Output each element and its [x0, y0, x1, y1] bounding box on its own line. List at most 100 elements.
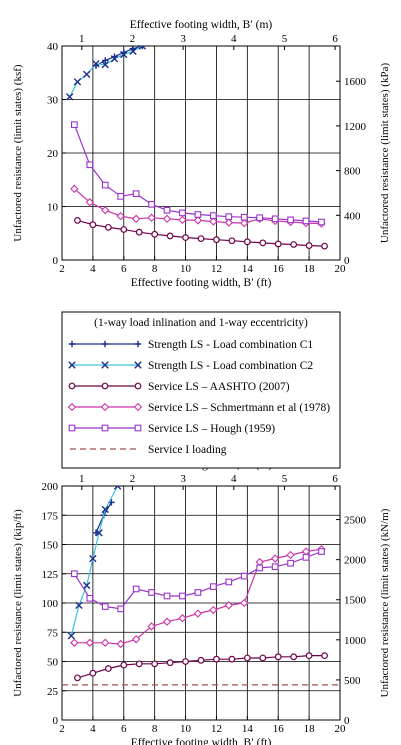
- chart2-series-4-point: [270, 554, 280, 563]
- chart2-tick-label-y-left: 25: [47, 686, 59, 698]
- chart2-series-5-point: [271, 563, 279, 571]
- legend-item-1-marker: [134, 340, 142, 348]
- chart1-tick-label-x-bottom: 4: [90, 263, 96, 275]
- chart2-series-3-point: [243, 654, 251, 662]
- legend-item-2-marker: [134, 361, 142, 369]
- chart2-series-5-point: [287, 559, 294, 567]
- chart2-series-3-point: [151, 660, 159, 668]
- chart1-series-3-point: [305, 242, 313, 249]
- chart2-series-4-point: [131, 635, 141, 644]
- chart2-y-right-label: Unfactored resistance (limit states) (kN…: [379, 508, 391, 697]
- chart1-series-4-point: [85, 198, 94, 207]
- chart2-tick-label-x-top: 5: [282, 473, 288, 485]
- chart2-series-4-point: [240, 598, 249, 608]
- chart1-x-bottom-label: Effective footing width, B′ (ft): [131, 277, 272, 289]
- chart1-tick-label-y-right: 800: [344, 166, 361, 178]
- chart2-tick-label-x-bottom: 14: [242, 723, 254, 735]
- chart2-series-3-point: [182, 658, 189, 665]
- chart1-series-5-point: [271, 215, 279, 223]
- chart1-series-3-point: [197, 235, 205, 243]
- chart1-tick-label-x-bottom: 8: [152, 263, 158, 275]
- chart2-tick-label-x-top: 3: [180, 473, 186, 485]
- chart1-tick-label-x-bottom: 10: [180, 263, 192, 275]
- chart2-series-3-point: [274, 653, 282, 661]
- legend-item-2-label: Strength LS - Load combination C2: [148, 360, 313, 372]
- chart2-tick-label-y-right: 500: [344, 675, 361, 687]
- legend: (1-way load inlination and 1-way eccentr…: [61, 311, 341, 469]
- chart1-series-5-line: [73, 124, 322, 223]
- chart1-series-3-point: [213, 236, 220, 244]
- chart2-tick-label-y-right: 2500: [344, 515, 367, 527]
- chart1-series-1-point: [102, 57, 109, 64]
- chart2-tick-label-y-right: 1000: [344, 635, 367, 647]
- chart1-series-3-point: [120, 226, 128, 233]
- chart2-series-layer: [62, 486, 340, 686]
- chart2-series-2-point: [75, 601, 83, 610]
- chart1-tick-label-y-left: 20: [47, 148, 59, 160]
- chart1-tick-label-y-left: 0: [53, 255, 59, 267]
- chart1-series-5-point: [132, 190, 140, 198]
- chart2-series-2-point: [113, 486, 122, 490]
- chart2-series-3-point: [135, 660, 143, 668]
- chart2-series-2-point: [89, 554, 97, 563]
- chart1-x-top-label: Effective footing width, B′ (m): [130, 19, 273, 31]
- chart2-series-3-point: [104, 665, 112, 672]
- chart2-x-bottom-label: Effective footing width, B′ (ft): [131, 737, 272, 745]
- chart2-series-4-point: [286, 550, 295, 560]
- chart2-series-3-point: [213, 655, 220, 663]
- legend-item-3-marker: [68, 382, 76, 390]
- chart2-series-4-line: [74, 548, 322, 645]
- chart1-tick-label-x-bottom: 6: [121, 263, 127, 275]
- chart2-tick-label-x-top: 6: [332, 473, 338, 485]
- chart2-tick-label-y-left: 175: [42, 510, 59, 522]
- legend-item-4-marker: [100, 402, 110, 412]
- chart2-series-5-point: [86, 594, 94, 602]
- chart2: 2 4 6 8 10 12 14 16 18 201 2 3 4 5 6025507510012515017…: [12, 459, 391, 745]
- chart1-series-5-point: [117, 192, 125, 200]
- chart1-tick-label-x-bottom: 12: [211, 263, 222, 275]
- chart1-series-4-point: [116, 211, 125, 221]
- legend-box: [61, 311, 341, 469]
- chart1-series-5-point: [302, 217, 310, 225]
- chart1-series-5-point: [86, 161, 94, 169]
- chart2-series-4-point: [178, 614, 187, 623]
- chart1-tick-label-x-bottom: 2: [59, 263, 65, 275]
- chart1-y-right-label: Unfactored resistance (limit states) (kP…: [379, 63, 391, 244]
- chart1-tick-label-y-right: 0: [344, 255, 350, 267]
- chart2-series-4-point: [162, 617, 172, 626]
- chart2-grid: [62, 486, 340, 720]
- chart1-series-5-point: [101, 181, 109, 189]
- chart1-series-3-point: [104, 223, 112, 231]
- chart1-tick-label-y-right: 400: [344, 210, 361, 222]
- chart1-tick-label-x-bottom: 14: [242, 263, 254, 275]
- chart2-series-5-point: [225, 578, 233, 586]
- chart1-series-2-point: [92, 59, 100, 68]
- chart1-series-1-point: [139, 46, 146, 50]
- legend-item-4-label: Service LS – Schmertmann et al (1978): [148, 402, 330, 414]
- chart2-series-2-point: [67, 632, 75, 640]
- chart1-series-2-point: [66, 93, 74, 101]
- chart2-series-5-point: [256, 564, 264, 572]
- chart1-tick-label-x-top: 5: [282, 33, 288, 45]
- chart1-series-4-point: [209, 217, 218, 226]
- legend-item-5-label: Service LS – Hough (1959): [148, 423, 275, 435]
- chart1-series-4-point: [162, 214, 172, 223]
- chart2-series-4-point: [147, 622, 156, 631]
- chart2-series-5-point: [302, 554, 310, 561]
- chart2-tick-label-y-right: 0: [344, 715, 350, 727]
- chart1-series-3-point: [89, 221, 97, 229]
- chart1-series-4-point: [131, 214, 141, 223]
- chart1-tick-label-x-top: 3: [180, 33, 186, 45]
- chart1-series-3-point: [182, 234, 189, 241]
- chart2-series-5-point: [71, 570, 78, 578]
- chart2-tick-label-y-left: 200: [42, 481, 59, 493]
- chart2-tick-label-x-bottom: 18: [304, 723, 316, 735]
- chart2-tick-label-x-top: 1: [79, 473, 85, 485]
- chart2-series-5-point: [148, 589, 155, 596]
- chart1-series-3-point: [74, 217, 81, 224]
- chart1-series-2-point: [101, 61, 109, 69]
- chart2-tick-label-x-bottom: 20: [335, 723, 347, 735]
- chart1-series-3-line: [77, 219, 325, 247]
- chart1-tick-label-x-top: 4: [231, 33, 237, 45]
- legend-item-1-label: Strength LS - Load combination C1: [148, 339, 313, 351]
